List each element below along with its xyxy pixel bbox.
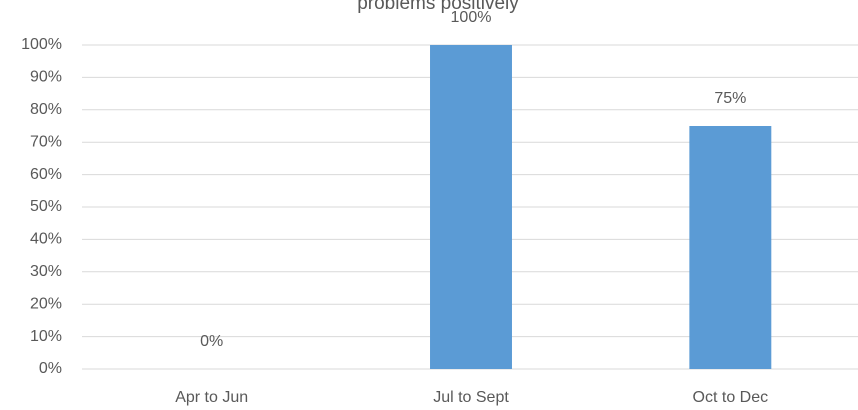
data-label: 0%: [200, 333, 223, 350]
y-tick-label: 60%: [30, 166, 62, 183]
y-tick-label: 70%: [30, 133, 62, 150]
y-tick-label: 40%: [30, 231, 62, 248]
x-tick-label: Oct to Dec: [693, 389, 769, 406]
y-tick-label: 90%: [30, 69, 62, 86]
y-tick-label: 80%: [30, 101, 62, 118]
y-tick-label: 0%: [39, 360, 62, 377]
x-tick-label: Jul to Sept: [433, 389, 509, 406]
x-tick-label: Apr to Jun: [175, 389, 248, 406]
y-tick-label: 100%: [21, 36, 62, 53]
bar: [689, 126, 772, 369]
chart-title: problems positively: [357, 0, 519, 14]
y-tick-label: 30%: [30, 263, 62, 280]
y-tick-label: 10%: [30, 328, 62, 345]
data-label: 100%: [451, 9, 492, 26]
y-tick-label: 50%: [30, 198, 62, 215]
bar: [430, 45, 512, 369]
y-tick-label: 20%: [30, 295, 62, 312]
data-label: 75%: [714, 90, 746, 107]
